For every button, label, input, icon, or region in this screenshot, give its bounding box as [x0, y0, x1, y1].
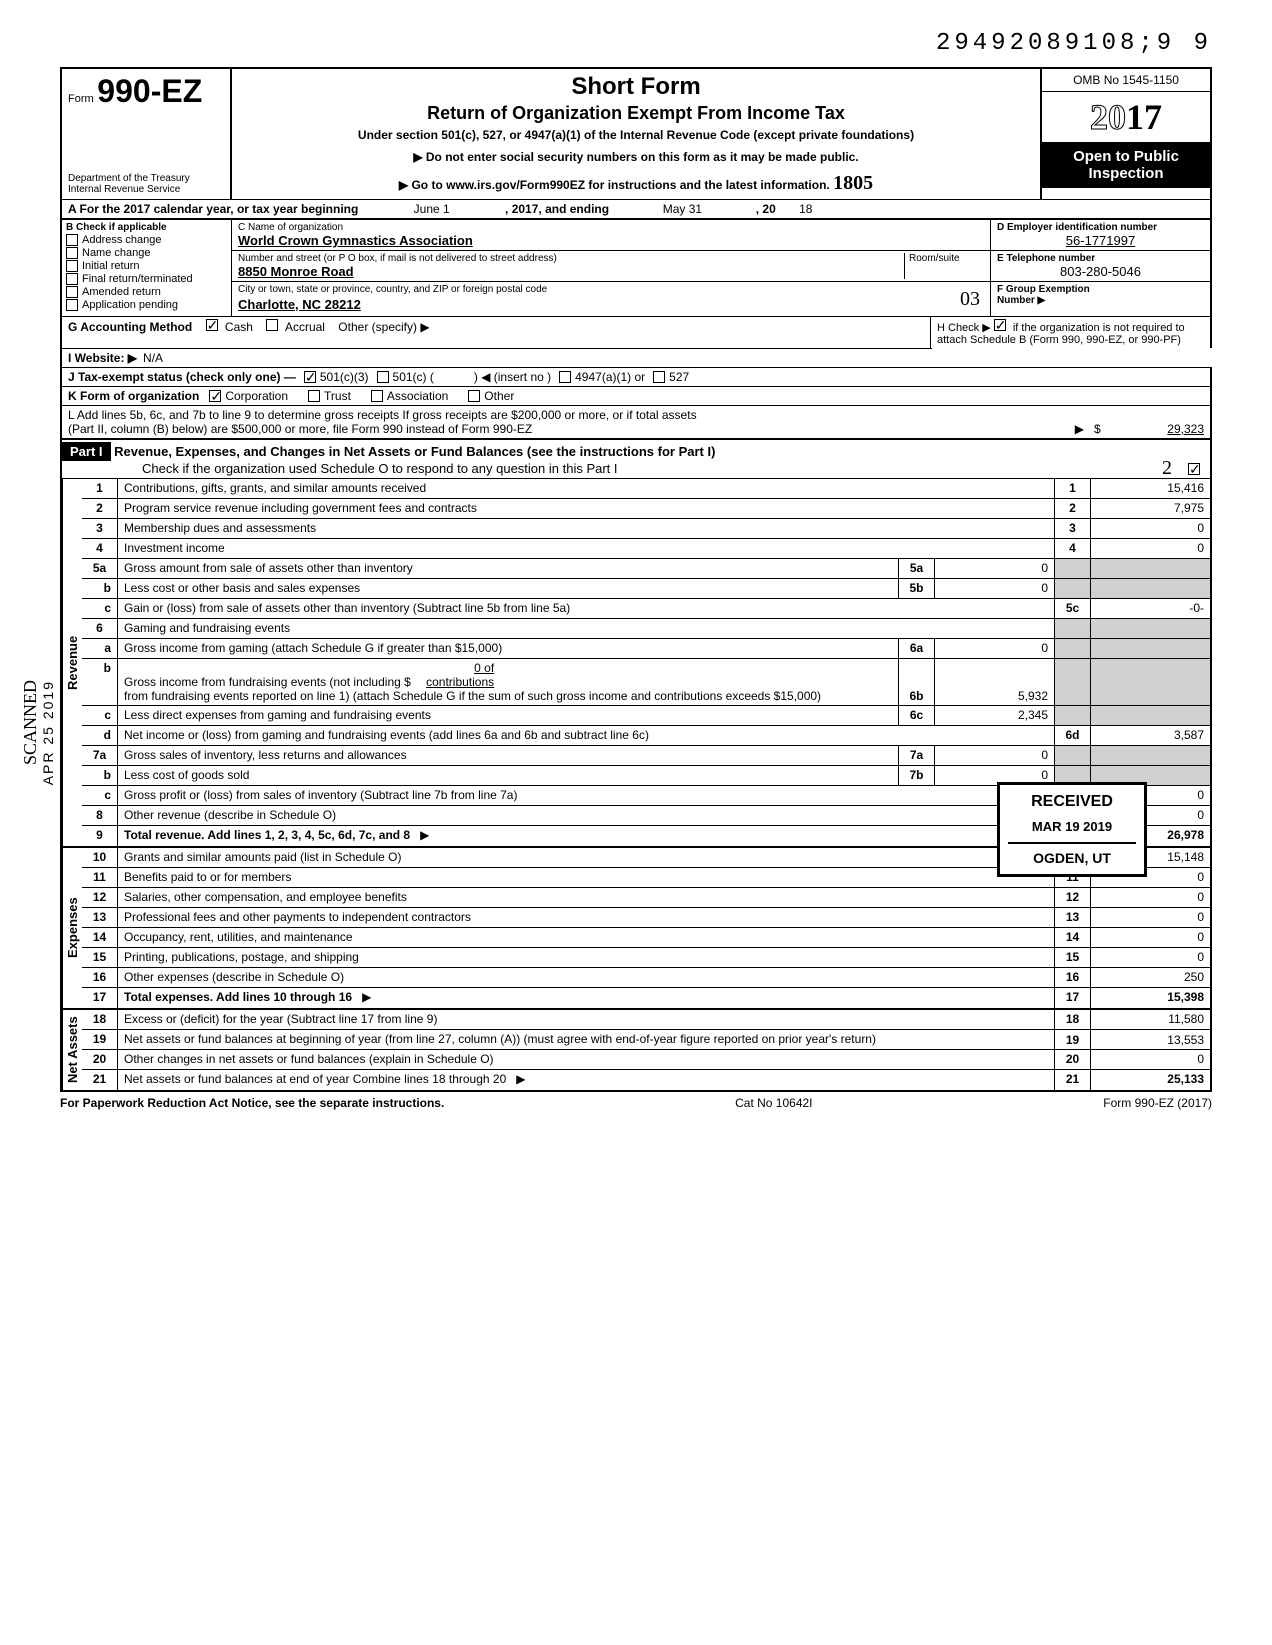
- line-6b-val: 5,932: [934, 659, 1054, 705]
- section-d: D Employer identification number 56-1771…: [991, 220, 1210, 251]
- line-17-val: 15,398: [1090, 988, 1210, 1008]
- checkbox-name-change[interactable]: [66, 247, 78, 259]
- section-e: E Telephone number 803-280-5046: [991, 251, 1210, 282]
- section-c: C Name of organization World Crown Gymna…: [232, 220, 990, 316]
- line-k: K Form of organization Corporation Trust…: [60, 386, 1212, 405]
- open-inspection: Open to Public Inspection: [1042, 142, 1210, 188]
- part-1-sub: Check if the organization used Schedule …: [142, 461, 618, 476]
- line-l: L Add lines 5b, 6c, and 7b to line 9 to …: [60, 405, 1212, 438]
- checkbox-initial-return[interactable]: [66, 260, 78, 272]
- net-assets-label: Net Assets: [62, 1010, 82, 1090]
- line-14-val: 0: [1090, 928, 1210, 947]
- ein-value: 56-1771997: [997, 233, 1204, 248]
- note-url: ▶ Go to www.irs.gov/Form990EZ for instru…: [238, 172, 1034, 195]
- line-i: I Website: ▶ N/A: [60, 348, 932, 367]
- line-6c-val: 2,345: [934, 706, 1054, 725]
- checkbox-accrual[interactable]: [266, 319, 278, 331]
- line-6d-val: 3,587: [1090, 726, 1210, 745]
- top-scan-number: 29492089108;9 9: [60, 30, 1212, 57]
- line-g: G Accounting Method Cash Accrual Other (…: [62, 317, 930, 348]
- checkbox-amended-return[interactable]: [66, 286, 78, 298]
- line-6a-val: 0: [934, 639, 1054, 658]
- line-16-val: 250: [1090, 968, 1210, 987]
- line-18-val: 11,580: [1090, 1010, 1210, 1029]
- scanned-date: APR 25 2019: [40, 680, 56, 785]
- tax-year: 2017: [1042, 92, 1210, 142]
- section-f: F Group Exemption Number ▶: [991, 282, 1210, 308]
- part-1-label: Part I: [62, 442, 111, 461]
- note-ssn: ▶ Do not enter social security numbers o…: [238, 150, 1034, 164]
- checkbox-501c[interactable]: [377, 371, 389, 383]
- expenses-label: Expenses: [62, 848, 82, 1008]
- line-5a-val: 0: [934, 559, 1054, 578]
- org-city: Charlotte, NC 28212: [238, 295, 984, 314]
- checkbox-other[interactable]: [468, 390, 480, 402]
- line-h: H Check ▶ if the organization is not req…: [930, 317, 1210, 348]
- line-21-val: 25,133: [1090, 1070, 1210, 1090]
- line-5b-val: 0: [934, 579, 1054, 598]
- form-header: Form 990-EZ Department of the Treasury I…: [60, 67, 1212, 199]
- telephone-value: 803-280-5046: [997, 264, 1204, 279]
- title-return: Return of Organization Exempt From Incom…: [238, 103, 1034, 124]
- line-5c-val: -0-: [1090, 599, 1210, 618]
- section-b: B Check if applicable Address change Nam…: [62, 220, 232, 316]
- omb-number: OMB No 1545-1150: [1042, 69, 1210, 92]
- part-1-title: Revenue, Expenses, and Changes in Net As…: [114, 444, 715, 459]
- checkbox-527[interactable]: [653, 371, 665, 383]
- net-assets-table: Net Assets 18Excess or (deficit) for the…: [60, 1010, 1212, 1092]
- line-2-val: 7,975: [1090, 499, 1210, 518]
- handwritten-1805: 1805: [833, 172, 873, 194]
- checkbox-501c3[interactable]: [304, 371, 316, 383]
- line-19-val: 13,553: [1090, 1030, 1210, 1049]
- form-label: Form: [68, 93, 94, 105]
- checkbox-final-return[interactable]: [66, 273, 78, 285]
- line-12-val: 0: [1090, 888, 1210, 907]
- line-j: J Tax-exempt status (check only one) — 5…: [60, 367, 1212, 386]
- line-a: A For the 2017 calendar year, or tax yea…: [60, 199, 1212, 220]
- line-3-val: 0: [1090, 519, 1210, 538]
- line-4-val: 0: [1090, 539, 1210, 558]
- checkbox-application-pending[interactable]: [66, 299, 78, 311]
- revenue-label: Revenue: [62, 479, 82, 846]
- handwritten-03: 03: [960, 288, 980, 311]
- line-15-val: 0: [1090, 948, 1210, 967]
- dept-treasury: Department of the Treasury: [68, 173, 224, 184]
- line-1-val: 15,416: [1090, 479, 1210, 498]
- checkbox-trust[interactable]: [308, 390, 320, 402]
- scanned-stamp: SCANNED: [20, 680, 41, 765]
- line-7a-val: 0: [934, 746, 1054, 765]
- checkbox-h[interactable]: [994, 319, 1006, 331]
- page-footer: For Paperwork Reduction Act Notice, see …: [60, 1092, 1212, 1114]
- title-short-form: Short Form: [238, 73, 1034, 101]
- form-number: 990-EZ: [97, 73, 202, 109]
- org-address: 8850 Monroe Road: [238, 264, 904, 279]
- checkbox-schedule-o[interactable]: [1188, 463, 1200, 475]
- line-20-val: 0: [1090, 1050, 1210, 1069]
- received-stamp: RECEIVED MAR 19 2019 OGDEN, UT: [997, 782, 1147, 877]
- gross-receipts: 29,323: [1104, 422, 1204, 436]
- line-13-val: 0: [1090, 908, 1210, 927]
- checkbox-address-change[interactable]: [66, 234, 78, 246]
- dept-irs: Internal Revenue Service: [68, 184, 224, 195]
- checkbox-cash[interactable]: [206, 319, 218, 331]
- checkbox-association[interactable]: [371, 390, 383, 402]
- checkbox-corporation[interactable]: [209, 390, 221, 402]
- checkbox-4947[interactable]: [559, 371, 571, 383]
- title-sub: Under section 501(c), 527, or 4947(a)(1)…: [238, 128, 1034, 142]
- handwritten-2: 2: [1162, 457, 1172, 480]
- org-name: World Crown Gymnastics Association: [238, 233, 984, 248]
